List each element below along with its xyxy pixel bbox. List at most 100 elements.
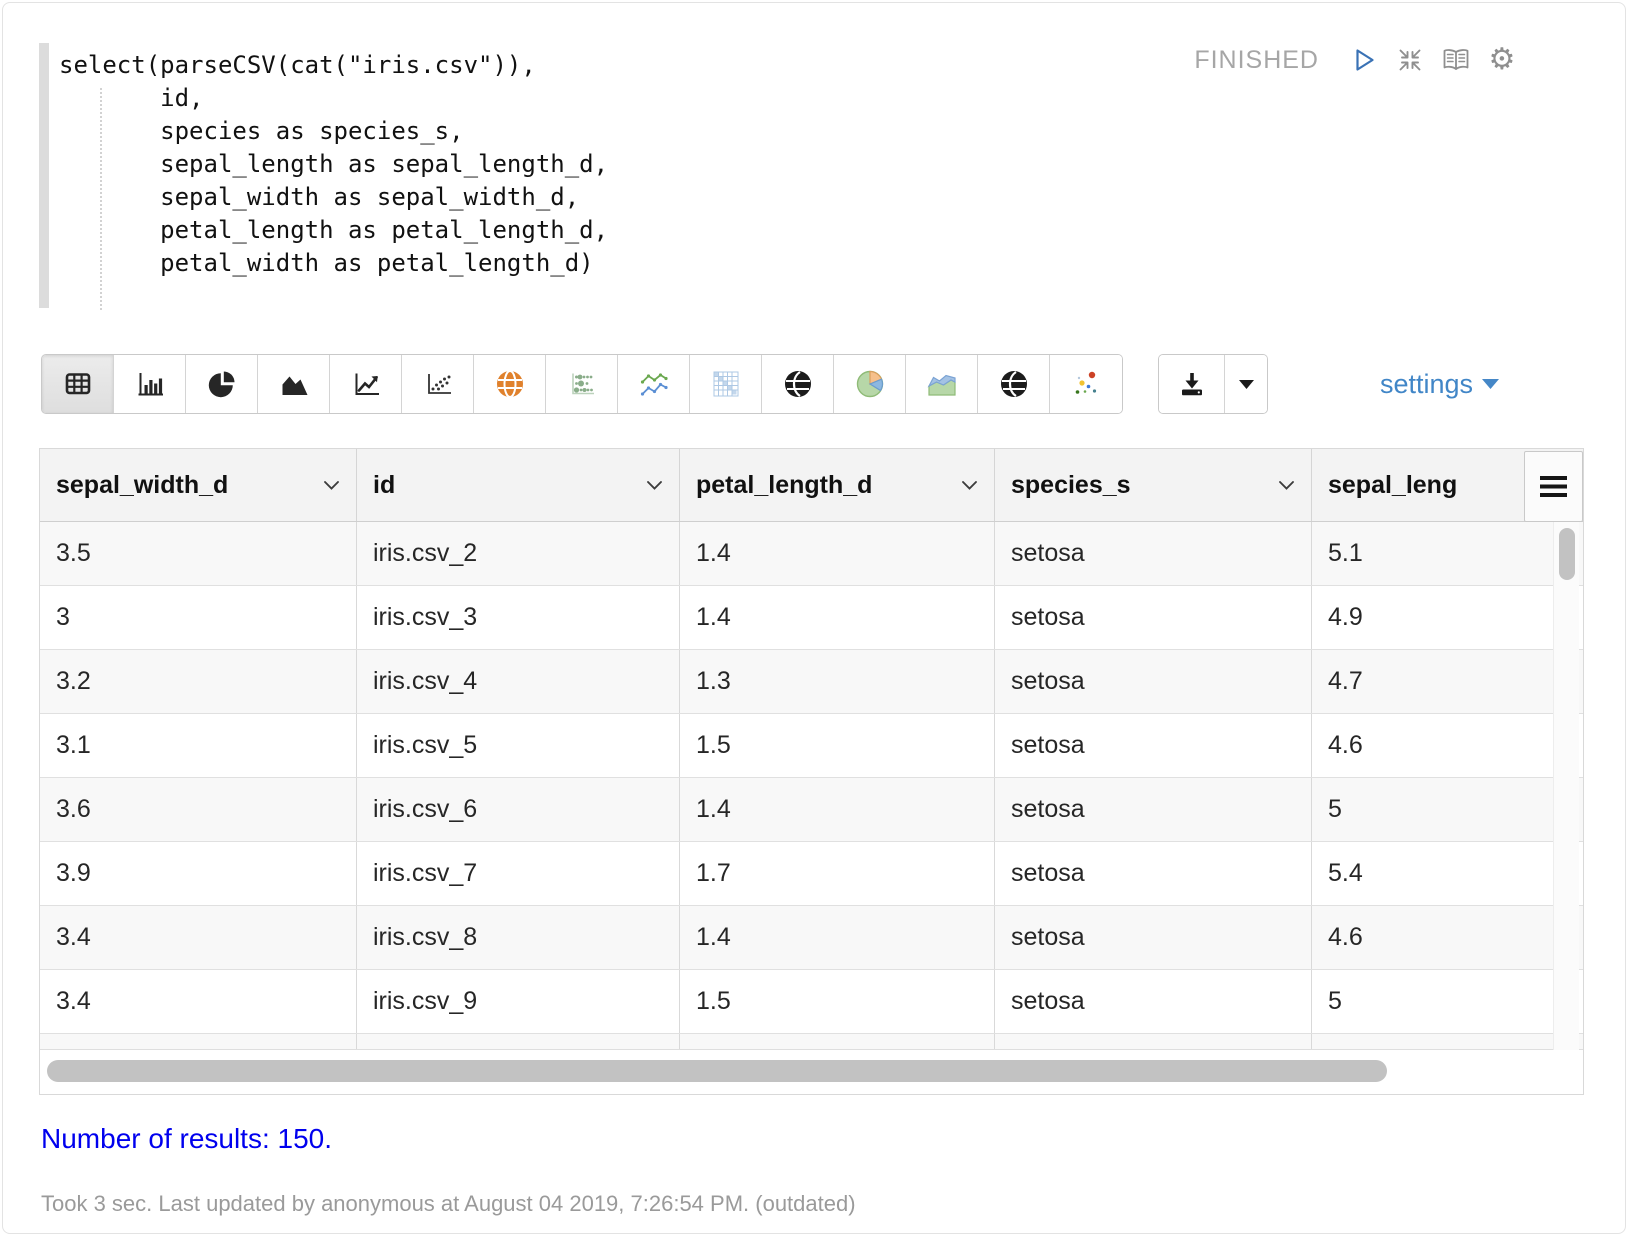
table-row: 3 iris.csv_3 1.4 setosa 4.9 [40,586,1583,650]
download-group [1158,354,1268,414]
column-header-petal-length[interactable]: petal_length_d [680,449,995,521]
table-cell: setosa [995,714,1312,777]
vertical-scrollbar[interactable] [1553,522,1579,1050]
pie-color-icon[interactable] [834,355,906,413]
table-row: 3.4 iris.csv_9 1.5 setosa 5 [40,970,1583,1034]
table-cell: 4.7 [1328,667,1363,695]
table-row: 3.2 iris.csv_4 1.3 setosa 4.7 [40,650,1583,714]
chevron-down-icon [1279,480,1294,490]
paragraph-controls: FINISHED ⚙ [1194,45,1517,75]
table-cell: 3.4 [40,970,357,1033]
table-cell: 1.7 [680,842,995,905]
download-caret-icon[interactable] [1225,355,1267,413]
line-chart-icon[interactable] [330,355,402,413]
table-row: 3.4 iris.csv_8 1.4 setosa 4.6 [40,906,1583,970]
table-cell: 4.9 [1328,603,1363,631]
area-chart-icon[interactable] [258,355,330,413]
table-cell: 1.3 [680,650,995,713]
table-cell: 1.5 [680,714,995,777]
table-cell: 5 [1328,987,1342,1015]
table-cell: 1.4 [680,906,995,969]
settings-label: settings [1379,368,1473,399]
bar-chart-icon[interactable] [114,355,186,413]
table-cell: 3.9 [40,842,357,905]
scatter-color-icon[interactable] [1050,355,1122,413]
execution-status-line: Took 3 sec. Last updated by anonymous at… [41,1191,856,1216]
code-text[interactable]: select(parseCSV(cat("iris.csv")), id, sp… [39,43,1139,308]
gear-icon[interactable]: ⚙ [1488,42,1516,77]
table-cell: 4.6 [1328,923,1363,951]
table-cell: setosa [995,778,1312,841]
table-cell: setosa [995,586,1312,649]
table-row-partial [40,1034,1583,1050]
pie-chart-icon[interactable] [186,355,258,413]
table-row: 3.6 iris.csv_6 1.4 setosa 5 [40,778,1583,842]
table-cell: 3.1 [40,714,357,777]
results-table: sepal_width_d id petal_length_d species_… [39,448,1584,1095]
chevron-down-icon [647,480,662,490]
table-body: 3.5 iris.csv_2 1.4 setosa 5.1 3 iris.csv… [40,522,1583,1050]
table-cell: 1.4 [680,522,995,585]
book-icon[interactable] [1441,45,1471,75]
bubble-matrix-icon[interactable] [546,355,618,413]
play-icon[interactable] [1349,45,1379,75]
table-cell: iris.csv_7 [357,842,680,905]
chevron-down-icon [324,480,339,490]
heatmap-grid-icon[interactable] [690,355,762,413]
table-icon[interactable] [42,355,114,413]
table-cell: 1.4 [680,778,995,841]
hamburger-icon [1540,476,1567,497]
table-cell: 3.4 [40,906,357,969]
settings-button[interactable]: settings [1380,369,1499,400]
globe-dark-icon[interactable] [762,355,834,413]
table-cell: setosa [995,842,1312,905]
globe-orange-icon[interactable] [474,355,546,413]
globe-dark-2-icon[interactable] [978,355,1050,413]
table-cell: 5.1 [1328,539,1363,567]
table-header-row: sepal_width_d id petal_length_d species_… [40,449,1583,522]
table-cell: 5.4 [1328,859,1363,887]
table-cell: 3.2 [40,650,357,713]
table-row: 3.1 iris.csv_5 1.5 setosa 4.6 [40,714,1583,778]
indent-guide [100,88,102,310]
table-cell: 1.5 [680,970,995,1033]
column-header-species[interactable]: species_s [995,449,1312,521]
horizontal-scrollbar-thumb[interactable] [47,1060,1387,1082]
table-cell: 3.5 [40,522,357,585]
viz-toolbar: settings [41,354,1625,414]
table-row: 3.5 iris.csv_2 1.4 setosa 5.1 [40,522,1583,586]
results-count: Number of results: 150. [41,1123,333,1154]
table-cell: iris.csv_8 [357,906,680,969]
download-icon[interactable] [1159,355,1225,413]
table-cell: 3.6 [40,778,357,841]
collapse-icon[interactable] [1395,45,1425,75]
table-cell: 4.6 [1328,731,1363,759]
table-cell: iris.csv_3 [357,586,680,649]
table-cell: 3 [40,586,357,649]
table-cell: 1.4 [680,586,995,649]
column-header-sepal-length[interactable]: sepal_leng [1328,470,1458,499]
table-cell: iris.csv_6 [357,778,680,841]
table-cell: setosa [995,522,1312,585]
column-header-sepal-width[interactable]: sepal_width_d [40,449,357,521]
table-cell: iris.csv_4 [357,650,680,713]
area-color-icon[interactable] [906,355,978,413]
table-cell: setosa [995,970,1312,1033]
table-cell: setosa [995,906,1312,969]
grid-menu-button[interactable] [1524,451,1583,522]
table-cell: iris.csv_2 [357,522,680,585]
column-header-id[interactable]: id [357,449,680,521]
vertical-scrollbar-thumb[interactable] [1558,528,1575,580]
code-editor[interactable]: select(parseCSV(cat("iris.csv")), id, sp… [39,43,1139,310]
chevron-down-icon [962,480,977,490]
chart-type-group [41,354,1123,414]
horizontal-scrollbar[interactable] [40,1050,1583,1094]
table-cell: setosa [995,650,1312,713]
table-cell: iris.csv_5 [357,714,680,777]
settings-caret-icon [1482,379,1499,389]
table-row: 3.9 iris.csv_7 1.7 setosa 5.4 [40,842,1583,906]
scatter-chart-icon[interactable] [402,355,474,413]
table-cell: iris.csv_9 [357,970,680,1033]
multi-line-chart-icon[interactable] [618,355,690,413]
